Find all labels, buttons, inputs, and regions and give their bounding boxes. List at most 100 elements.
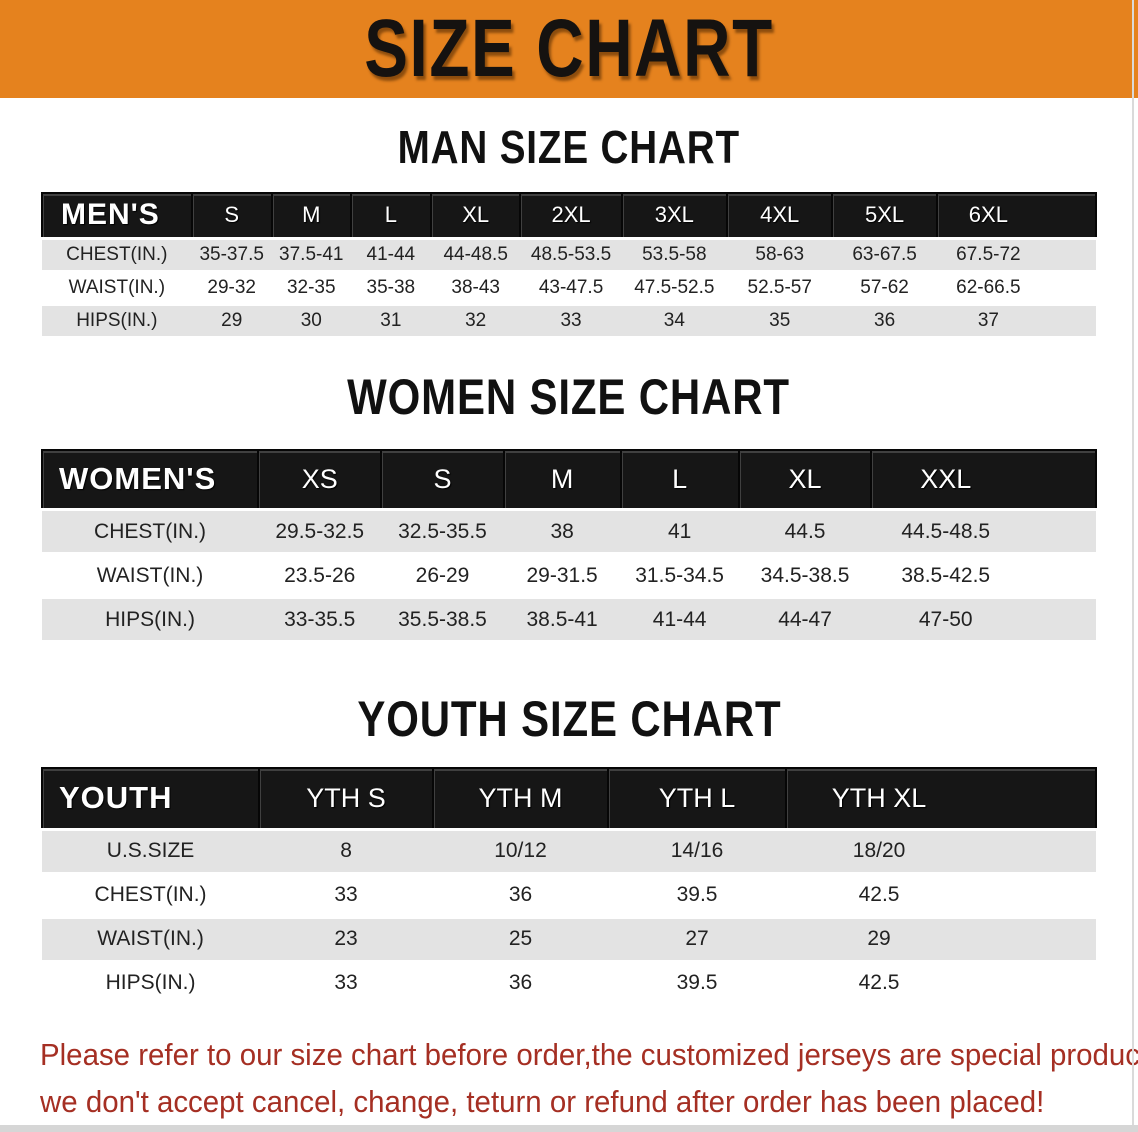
table-cell: 36	[508, 883, 533, 906]
size-chart-banner: SIZE CHART	[0, 0, 1138, 98]
youth-size-chart-section: YOUTH SIZE CHART YOUTH YTH S YTH M YTH L…	[0, 693, 1138, 1007]
table-cell: 52.5-57	[747, 276, 812, 298]
womens-waist-row: WAIST(IN.) 23.5-26 26-29 29-31.5 31.5-34…	[42, 554, 1096, 598]
table-cell: 29.5-32.5	[258, 509, 382, 554]
size-col-header: XXL	[870, 448, 1097, 511]
table-cell: 35-38	[366, 276, 416, 298]
table-cell: 14/16	[607, 829, 787, 873]
row-label: HIPS(IN.)	[42, 304, 192, 337]
table-cell: 58-63	[727, 238, 833, 271]
table-cell: 41	[620, 509, 739, 554]
table-cell: 37.5-41	[271, 238, 351, 271]
row-label: HIPS(IN.)	[105, 971, 196, 994]
youth-waist-row: WAIST(IN.) 23 25 27 29	[42, 917, 1096, 961]
table-cell: 29	[191, 304, 272, 337]
table-cell: 35-37.5	[191, 238, 272, 271]
size-col-header: YTH XL	[785, 767, 1097, 830]
mens-waist-row: WAIST(IN.) 29-32 32-35 35-38 38-43 43-47…	[42, 271, 1096, 304]
mens-chest-row: CHEST(IN.) 35-37.5 37.5-41 41-44 44-48.5…	[42, 238, 1096, 271]
youth-ussize-row: U.S.SIZE 8 10/12 14/16 18/20	[42, 829, 1096, 873]
row-label: HIPS(IN.)	[42, 597, 259, 642]
table-cell: 33	[334, 883, 358, 906]
table-cell: 62-66.5	[956, 276, 1021, 298]
table-cell: 36	[508, 971, 533, 994]
disclaimer-line-2: we don't accept cancel, change, teturn o…	[40, 1083, 1045, 1119]
table-cell: 30	[271, 304, 351, 337]
size-col-header: YTH S	[258, 767, 435, 830]
table-cell: 34.5-38.5	[760, 563, 850, 587]
table-cell: 33	[520, 304, 622, 337]
banner-title: SIZE CHART	[364, 3, 774, 94]
womens-size-table: WOMEN'S XS S M L XL XXL CHEST(IN.) 29.5-…	[40, 448, 1097, 644]
row-label: WAIST(IN.)	[96, 563, 204, 587]
size-col-header: 6XL	[935, 192, 1098, 239]
table-cell: 27	[607, 917, 787, 961]
table-cell: 26-29	[415, 563, 470, 587]
table-cell: 36	[832, 304, 937, 337]
size-col-header: L	[619, 448, 740, 511]
table-cell: 41-44	[620, 597, 739, 642]
table-cell: 31.5-34.5	[635, 563, 724, 587]
size-col-header: XL	[429, 192, 522, 239]
table-cell: 10/12	[433, 829, 608, 873]
womens-header-row: WOMEN'S XS S M L XL XXL	[40, 448, 1097, 511]
table-cell: 42.5	[858, 883, 900, 906]
table-cell: 29-31.5	[526, 563, 598, 587]
youth-chest-row: CHEST(IN.) 33 36 39.5 42.5	[42, 873, 1096, 917]
table-cell: 38	[503, 509, 621, 554]
table-cell: 29	[786, 917, 1096, 961]
row-label: U.S.SIZE	[42, 829, 260, 873]
row-label: WAIST(IN.)	[68, 276, 166, 298]
table-cell: 57-62	[860, 276, 909, 298]
mens-size-table: MEN'S S M L XL 2XL 3XL 4XL 5XL 6XL CHEST…	[41, 192, 1098, 339]
size-col-header: YTH M	[432, 767, 609, 830]
size-col-header: M	[270, 192, 352, 239]
image-edge-line	[0, 1125, 1138, 1132]
youth-header-label: YOUTH	[40, 767, 261, 830]
row-label: CHEST(IN.)	[94, 883, 207, 906]
row-label: CHEST(IN.)	[42, 509, 259, 554]
table-cell: 33-35.5	[258, 597, 382, 642]
youth-hips-row: HIPS(IN.) 33 36 39.5 42.5	[42, 961, 1096, 1005]
table-cell: 47-50	[871, 597, 1096, 642]
size-col-header: XS	[257, 448, 383, 511]
size-col-header: 3XL	[620, 192, 729, 239]
youth-section-heading: YOUTH SIZE CHART	[356, 691, 782, 747]
table-cell: 35	[727, 304, 833, 337]
table-cell: 32-35	[286, 276, 336, 298]
mens-header-label: MEN'S	[41, 192, 193, 239]
table-cell: 39.5	[676, 883, 718, 906]
size-col-header: L	[349, 192, 432, 239]
womens-hips-row: HIPS(IN.) 33-35.5 35.5-38.5 38.5-41 41-4…	[42, 597, 1096, 642]
table-cell: 43-47.5	[538, 276, 604, 298]
table-cell: 35.5-38.5	[381, 597, 504, 642]
youth-header-row: YOUTH YTH S YTH M YTH L YTH XL	[40, 767, 1097, 830]
table-cell: 38.5-41	[503, 597, 621, 642]
size-col-header: 4XL	[726, 192, 834, 239]
table-cell: 67.5-72	[936, 238, 1096, 271]
row-label: WAIST(IN.)	[42, 917, 260, 961]
disclaimer-line-1: Please refer to our size chart before or…	[40, 1036, 1138, 1072]
table-cell: 47.5-52.5	[634, 276, 715, 298]
table-cell: 38-43	[451, 276, 500, 298]
table-cell: 37	[936, 304, 1096, 337]
size-col-header: S	[380, 448, 505, 511]
table-cell: 31	[350, 304, 431, 337]
disclaimer-note: Please refer to our size chart before or…	[40, 1031, 1138, 1125]
table-cell: 23.5-26	[284, 563, 356, 587]
women-size-chart-section: WOMEN SIZE CHART WOMEN'S XS S M L XL XXL…	[0, 371, 1138, 644]
table-cell: 32	[430, 304, 521, 337]
table-cell: 34	[621, 304, 728, 337]
size-col-header: XL	[737, 448, 873, 511]
table-cell: 48.5-53.5	[520, 238, 622, 271]
table-cell: 25	[433, 917, 608, 961]
size-col-header: 5XL	[831, 192, 938, 239]
man-size-chart-section: MAN SIZE CHART MEN'S S M L XL 2XL 3XL 4X…	[0, 123, 1138, 339]
table-cell: 29-32	[207, 276, 256, 298]
women-section-heading: WOMEN SIZE CHART	[347, 368, 791, 425]
size-col-header: 2XL	[519, 192, 623, 239]
man-section-heading: MAN SIZE CHART	[397, 121, 741, 173]
mens-hips-row: HIPS(IN.) 29 30 31 32 33 34 35 36 37	[42, 304, 1096, 337]
table-cell: 39.5	[676, 971, 718, 994]
table-cell: 23	[259, 917, 434, 961]
